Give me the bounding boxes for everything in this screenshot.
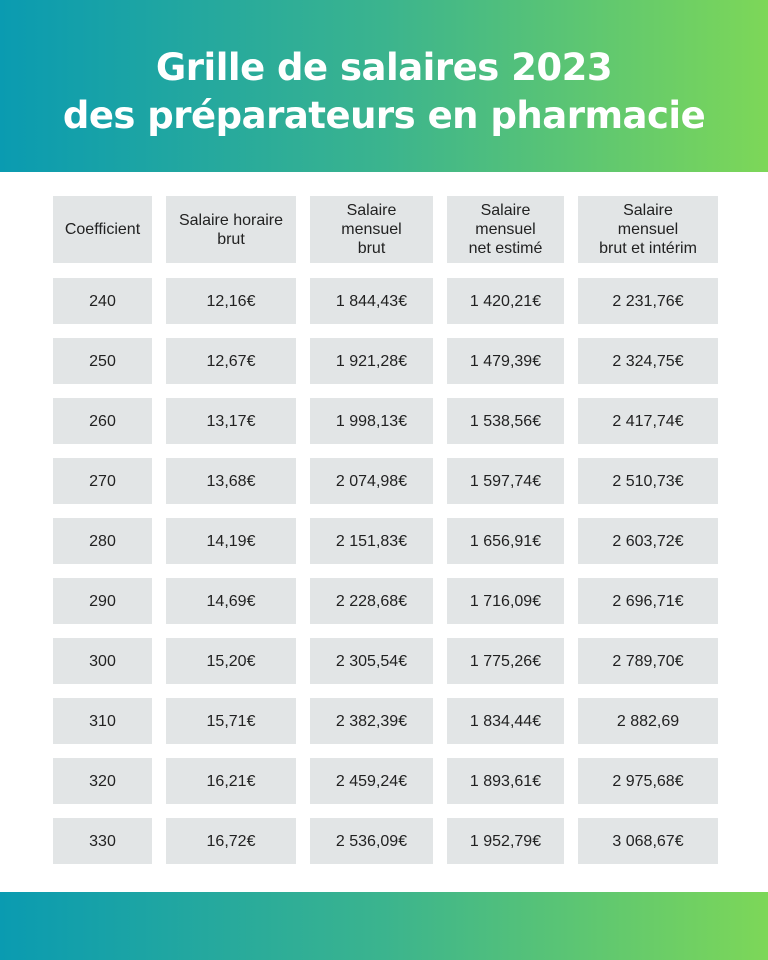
table-cell-monthly-gross: 2 151,83€ xyxy=(310,518,433,564)
table-cell-monthly-net: 1 716,09€ xyxy=(447,578,564,624)
table-cell-monthly-net: 1 420,21€ xyxy=(447,278,564,324)
table-cell-monthly-gross: 1 844,43€ xyxy=(310,278,433,324)
table-cell-coefficient: 330 xyxy=(53,818,152,864)
table-cell-coefficient: 240 xyxy=(53,278,152,324)
table-cell-hourly-gross: 14,69€ xyxy=(166,578,296,624)
table-cell-monthly-gross-interim: 2 975,68€ xyxy=(578,758,718,804)
table-cell-hourly-gross: 15,71€ xyxy=(166,698,296,744)
column-header-hourly-gross: Salaire horaire brut xyxy=(166,196,296,263)
header-banner xyxy=(0,0,768,172)
table-cell-monthly-gross: 2 074,98€ xyxy=(310,458,433,504)
table-cell-monthly-gross-interim: 2 789,70€ xyxy=(578,638,718,684)
table-cell-coefficient: 270 xyxy=(53,458,152,504)
table-cell-monthly-gross-interim: 3 068,67€ xyxy=(578,818,718,864)
table-cell-monthly-gross-interim: 2 324,75€ xyxy=(578,338,718,384)
table-cell-monthly-gross-interim: 2 417,74€ xyxy=(578,398,718,444)
salary-table: Coefficient Salaire horaire brut Salaire m… xyxy=(53,196,718,878)
table-cell-monthly-gross: 2 536,09€ xyxy=(310,818,433,864)
table-cell-monthly-gross: 1 921,28€ xyxy=(310,338,433,384)
table-cell-coefficient: 310 xyxy=(53,698,152,744)
table-cell-monthly-gross-interim: 2 882,69 xyxy=(578,698,718,744)
table-cell-hourly-gross: 16,72€ xyxy=(166,818,296,864)
table-cell-monthly-gross-interim: 2 603,72€ xyxy=(578,518,718,564)
footer-banner xyxy=(0,892,768,960)
table-cell-monthly-net: 1 538,56€ xyxy=(447,398,564,444)
table-cell-hourly-gross: 14,19€ xyxy=(166,518,296,564)
table-cell-hourly-gross: 13,68€ xyxy=(166,458,296,504)
table-cell-hourly-gross: 12,67€ xyxy=(166,338,296,384)
table-cell-coefficient: 280 xyxy=(53,518,152,564)
table-cell-monthly-gross: 2 459,24€ xyxy=(310,758,433,804)
table-cell-monthly-gross: 1 998,13€ xyxy=(310,398,433,444)
table-cell-monthly-net: 1 834,44€ xyxy=(447,698,564,744)
table-cell-monthly-gross-interim: 2 510,73€ xyxy=(578,458,718,504)
column-header-monthly-net: Salaire mensuel net estimé xyxy=(447,196,564,263)
table-cell-monthly-net: 1 952,79€ xyxy=(447,818,564,864)
table-cell-coefficient: 300 xyxy=(53,638,152,684)
table-cell-hourly-gross: 12,16€ xyxy=(166,278,296,324)
table-cell-monthly-net: 1 775,26€ xyxy=(447,638,564,684)
table-cell-monthly-gross-interim: 2 696,71€ xyxy=(578,578,718,624)
table-cell-monthly-gross: 2 305,54€ xyxy=(310,638,433,684)
table-cell-monthly-net: 1 479,39€ xyxy=(447,338,564,384)
table-cell-monthly-net: 1 597,74€ xyxy=(447,458,564,504)
table-cell-coefficient: 320 xyxy=(53,758,152,804)
table-cell-coefficient: 250 xyxy=(53,338,152,384)
title-line-2: des préparateurs en pharmacie xyxy=(62,94,706,137)
column-header-monthly-gross-interim: Salaire mensuel brut et intérim xyxy=(578,196,718,263)
table-cell-hourly-gross: 16,21€ xyxy=(166,758,296,804)
title-line-1: Grille de salaires 2023 xyxy=(155,46,613,89)
table-cell-monthly-net: 1 893,61€ xyxy=(447,758,564,804)
table-cell-monthly-gross: 2 228,68€ xyxy=(310,578,433,624)
table-cell-monthly-gross-interim: 2 231,76€ xyxy=(578,278,718,324)
table-cell-coefficient: 260 xyxy=(53,398,152,444)
column-header-coefficient: Coefficient xyxy=(53,196,152,263)
table-cell-hourly-gross: 13,17€ xyxy=(166,398,296,444)
table-cell-monthly-net: 1 656,91€ xyxy=(447,518,564,564)
column-header-monthly-gross: Salaire mensuel brut xyxy=(310,196,433,263)
table-cell-monthly-gross: 2 382,39€ xyxy=(310,698,433,744)
table-cell-hourly-gross: 15,20€ xyxy=(166,638,296,684)
page-title: Grille de salaires 2023 des préparateurs… xyxy=(0,44,768,140)
table-cell-coefficient: 290 xyxy=(53,578,152,624)
